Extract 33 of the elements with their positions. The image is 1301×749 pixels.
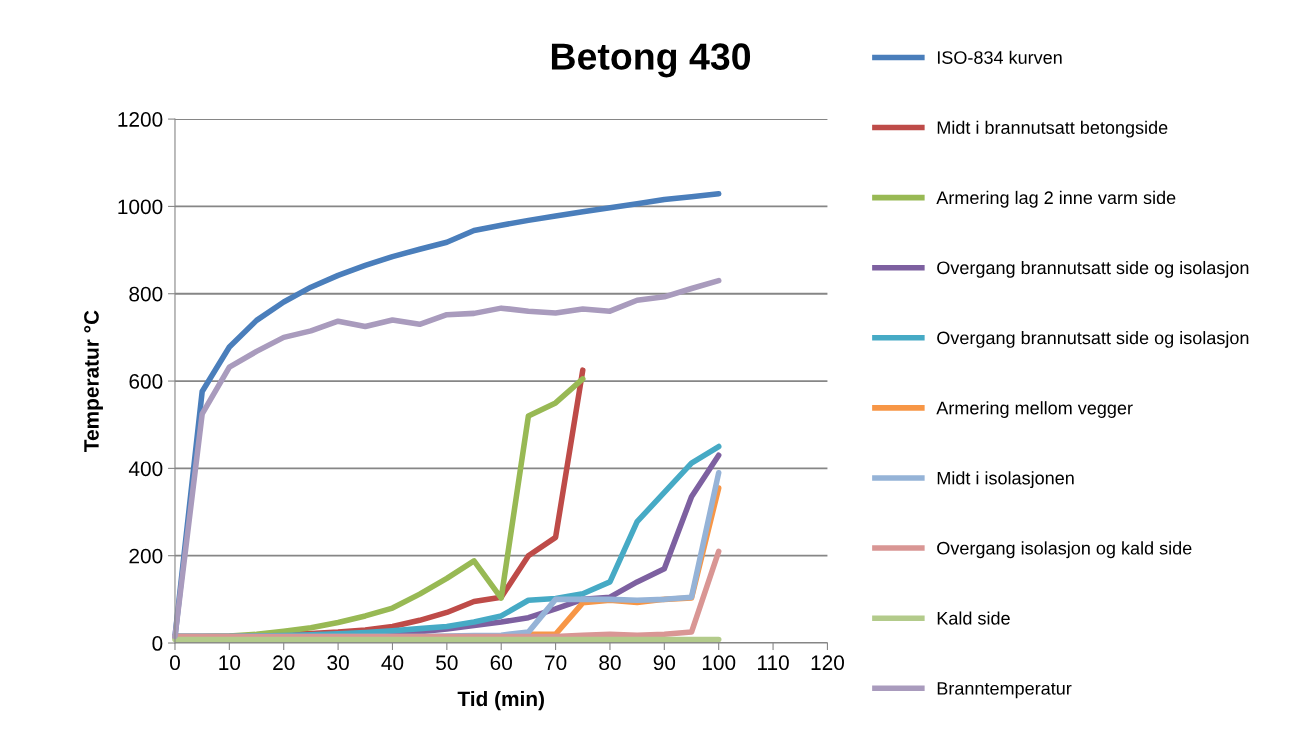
x-tick-label: 70 [545, 655, 567, 671]
x-tick-label: 40 [381, 655, 404, 671]
x-tick-label: 10 [219, 655, 241, 671]
x-tick-label: 0 [170, 655, 180, 671]
legend-label: Kald side [937, 611, 1010, 625]
x-tick-label: 100 [702, 655, 736, 671]
legend-label: Midt i isolasjonen [937, 471, 1074, 489]
legend-label: Branntemperatur [937, 682, 1072, 699]
x-tick-label: 80 [599, 655, 621, 671]
x-tick-label: 110 [758, 655, 789, 671]
x-tick-label: 60 [490, 655, 512, 671]
y-tick-label: 600 [129, 374, 163, 389]
legend-label: Armering lag 2 inne varm side [936, 190, 1176, 208]
y-tick-label: 1000 [118, 199, 163, 215]
x-tick-label: 30 [327, 655, 349, 671]
legend-label: Overgang brannutsatt side og isolasjon [937, 331, 1249, 348]
y-tick-label: 200 [129, 548, 163, 564]
legend-label: ISO-834 kurven [937, 50, 1062, 64]
legend-label: Overgang brannutsatt side og isolasjon [937, 260, 1249, 278]
legend-label: Armering mellom vegger [936, 401, 1133, 418]
x-tick-label: 50 [436, 655, 458, 671]
y-tick-label: 800 [129, 286, 163, 302]
legend-label: Midt i brannutsatt betongside [937, 120, 1168, 138]
x-tick-label: 20 [273, 655, 295, 671]
y-tick-label: 1200 [118, 112, 163, 127]
legend-label: Overgang isolasjon og kald side [937, 541, 1192, 559]
chart-title: Betong 430 [551, 43, 751, 78]
y-axis-title: Temperatur °C [84, 310, 103, 452]
y-tick-label: 0 [152, 636, 163, 651]
x-axis-title: Tid (min) [457, 690, 544, 711]
x-tick-label: 120 [811, 655, 844, 671]
y-tick-label: 400 [128, 461, 163, 477]
x-tick-label: 90 [653, 655, 676, 671]
